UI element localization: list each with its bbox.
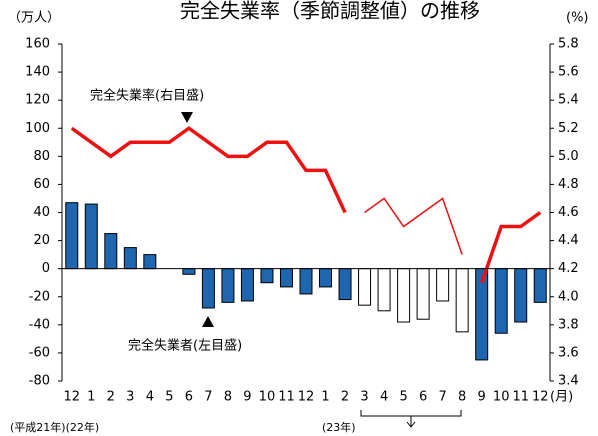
x-unit: (月) [550,390,573,405]
bar [104,233,118,270]
x-tick-label: 4 [146,390,154,405]
y2-tick-label: 5.6 [558,65,579,80]
annotation: 完全失業率(右目盛) [90,88,204,104]
y2-tick-label: 4.0 [558,289,579,304]
year-label: (23年) [322,420,356,434]
y2-tick-label: 3.4 [558,374,579,389]
x-tick-label: 7 [204,390,212,405]
y2-tick-label: 5.0 [558,149,579,164]
bar [514,268,528,323]
x-tick-label: 10 [493,390,510,405]
y2-tick-label: 3.8 [558,317,579,332]
line [364,197,463,255]
bar [533,268,547,303]
x-tick-label: 10 [259,390,276,405]
x-tick-label: 1 [321,390,329,405]
bar [494,268,508,334]
bar [65,202,79,270]
x-tick-label: 1 [87,390,95,405]
y2-tick-label: 5.8 [558,37,579,52]
x-tick-label: 2 [341,390,349,405]
x-tick-label: 7 [438,390,446,405]
y2-tick-label: 4.2 [558,261,579,276]
x-tick-label: 12 [63,390,80,405]
x-tick-label: 4 [380,390,388,405]
bar [436,268,450,302]
y-tick-label: 80 [33,149,50,164]
y-tick-label: 20 [33,233,50,248]
y-tick-label: 140 [25,65,50,80]
y-tick-label: 160 [25,37,50,52]
bar [455,268,469,333]
y2-tick-label: 4.4 [558,233,579,248]
x-tick-label: 8 [458,390,466,405]
annotation: 完全失業者(左目盛) [128,338,242,354]
bar [338,268,352,301]
y2-tick-label: 4.8 [558,177,579,192]
y-tick-label: 100 [25,121,50,136]
y-tick-label: -40 [29,317,50,332]
x-tick-label: 3 [360,390,368,405]
bar [143,254,157,270]
pointer [181,112,193,123]
bracket [360,410,462,428]
y-tick-label: -20 [29,289,50,304]
line [70,126,542,284]
y-tick-label: -80 [29,374,50,389]
y2-tick-label: 4.6 [558,205,579,220]
y2-tick-label: 5.2 [558,121,579,136]
pointer [202,316,214,327]
bar [84,203,98,270]
x-tick-label: 11 [278,390,295,405]
bar [377,268,391,312]
bar [397,268,411,323]
x-tick-label: 12 [298,390,315,405]
y2-tick-label: 5.4 [558,93,579,108]
x-tick-label: 12 [532,390,549,405]
x-tick-label: 5 [165,390,173,405]
x-tick-label: 9 [478,390,486,405]
y2-tick-label: 3.6 [558,345,579,360]
y-tick-label: -60 [29,345,50,360]
year-label: (平成21年)(22年) [10,420,99,434]
x-tick-label: 3 [126,390,134,405]
x-tick-label: 2 [107,390,115,405]
y2-unit: (%) [566,11,589,26]
x-tick-label: 5 [399,390,407,405]
bar [123,247,137,270]
x-tick-label: 6 [419,390,427,405]
bar [182,268,196,275]
bar [319,268,333,288]
bar [299,268,313,295]
bar [279,268,293,288]
x-tick-label: 8 [224,390,232,405]
bar [240,268,254,302]
y-unit: （万人） [8,11,60,26]
bar [201,268,215,309]
y-tick-label: 120 [25,93,50,108]
x-tick-label: 6 [185,390,193,405]
bar [221,268,235,303]
chart-title: 完全失業率（季節調整値）の推移 [180,0,480,23]
x-tick-label: 11 [512,390,529,405]
bar [260,268,274,284]
y-tick-label: 0 [42,261,50,276]
x-tick-label: 9 [243,390,251,405]
bar [416,268,430,320]
bar [358,268,372,306]
y-tick-label: 40 [33,205,50,220]
y-tick-label: 60 [33,177,50,192]
